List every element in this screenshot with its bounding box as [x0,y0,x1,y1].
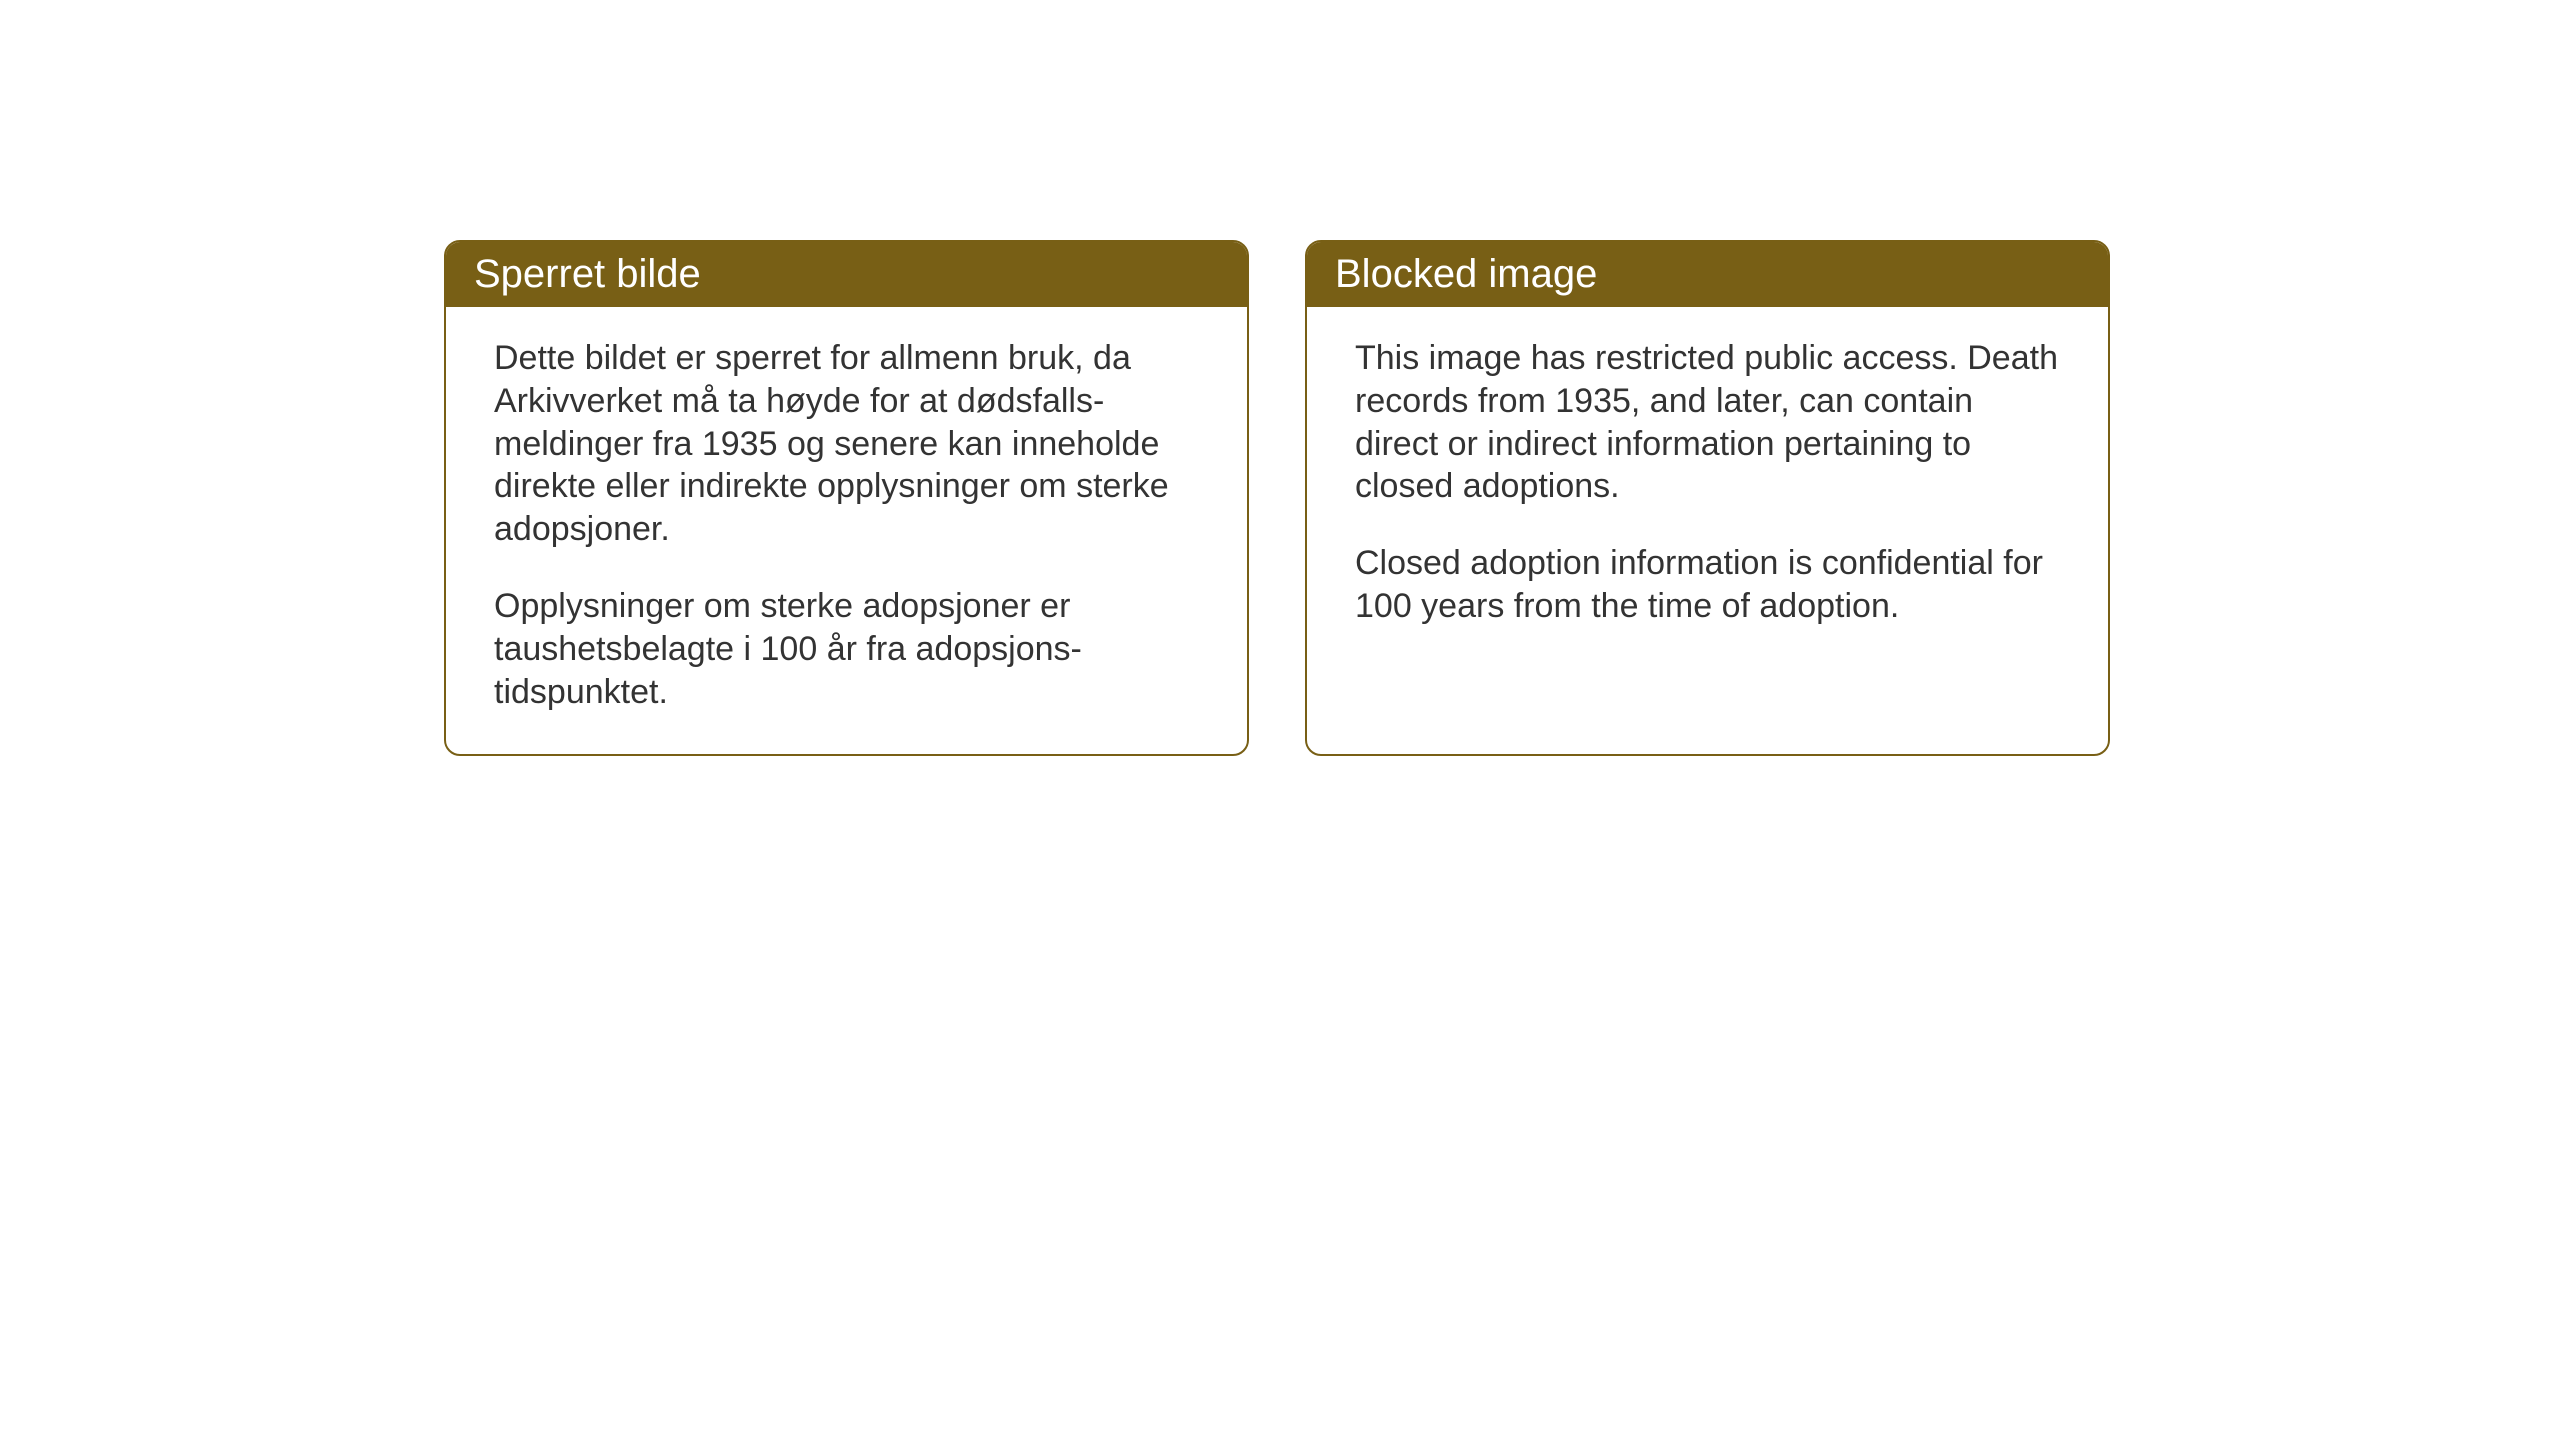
card-norwegian: Sperret bilde Dette bildet er sperret fo… [444,240,1249,756]
card-paragraph: Dette bildet er sperret for allmenn bruk… [494,337,1199,551]
cards-container: Sperret bilde Dette bildet er sperret fo… [444,240,2110,756]
card-paragraph: Opplysninger om sterke adopsjoner er tau… [494,585,1199,713]
card-title: Sperret bilde [474,252,701,296]
card-title: Blocked image [1335,252,1597,296]
card-header-english: Blocked image [1307,242,2108,307]
card-header-norwegian: Sperret bilde [446,242,1247,307]
card-body-english: This image has restricted public access.… [1307,307,2108,668]
card-english: Blocked image This image has restricted … [1305,240,2110,756]
card-paragraph: This image has restricted public access.… [1355,337,2060,508]
card-body-norwegian: Dette bildet er sperret for allmenn bruk… [446,307,1247,754]
card-paragraph: Closed adoption information is confident… [1355,542,2060,628]
